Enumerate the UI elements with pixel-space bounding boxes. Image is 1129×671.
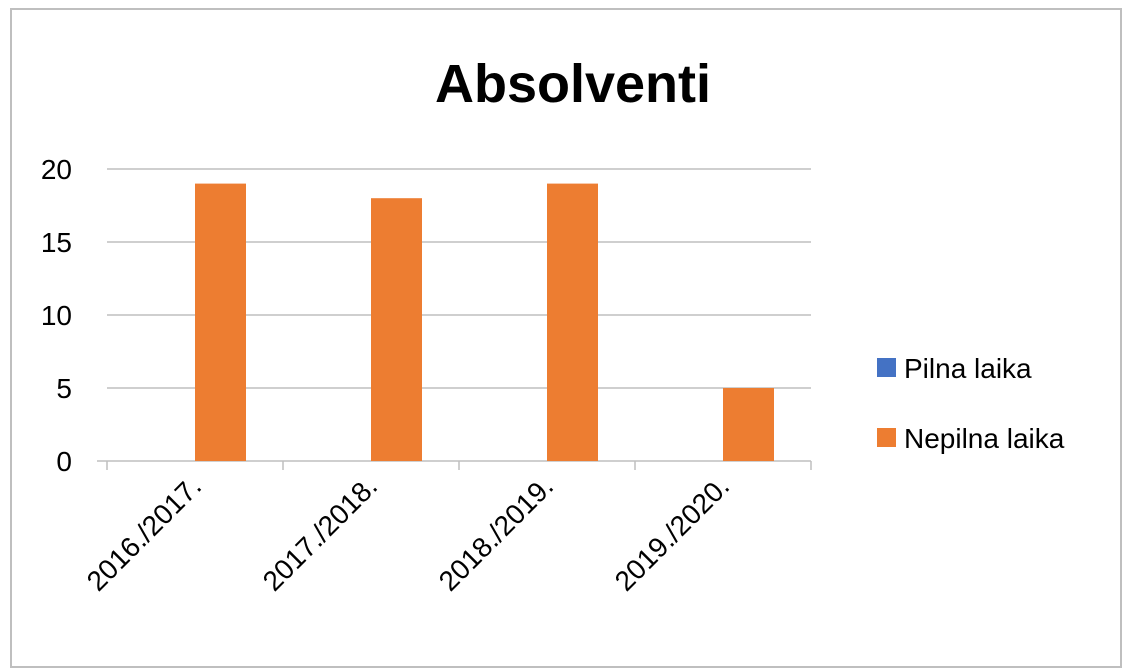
x-tick-label: 2016./2017. <box>81 470 208 597</box>
y-tick-label: 15 <box>41 227 72 258</box>
bar-nepilna-2 <box>547 183 598 461</box>
y-tick-labels: 0 5 10 15 20 <box>41 154 72 477</box>
legend-label: Pilna laika <box>904 353 1032 384</box>
legend-swatch <box>877 358 896 377</box>
y-tick-label: 20 <box>41 154 72 185</box>
x-tick-label: 2017./2018. <box>257 470 384 597</box>
bar-nepilna-0 <box>195 183 246 461</box>
bar-nepilna-3 <box>723 388 774 461</box>
legend-swatch <box>877 428 896 447</box>
bar-nepilna-1 <box>371 198 422 461</box>
bars <box>195 183 774 461</box>
y-tick-label: 5 <box>56 373 72 404</box>
y-tick-label: 10 <box>41 300 72 331</box>
axes <box>97 460 812 470</box>
x-tick-label: 2019./2020. <box>609 470 736 597</box>
chart-title: Absolventi <box>435 54 711 114</box>
legend: Pilna laika Nepilna laika <box>877 353 1065 454</box>
x-tick-label: 2018./2019. <box>433 470 560 597</box>
legend-label: Nepilna laika <box>904 423 1065 454</box>
y-tick-label: 0 <box>56 446 72 477</box>
x-tick-labels: 2016./2017. 2017./2018. 2018./2019. 2019./2… <box>81 470 736 597</box>
